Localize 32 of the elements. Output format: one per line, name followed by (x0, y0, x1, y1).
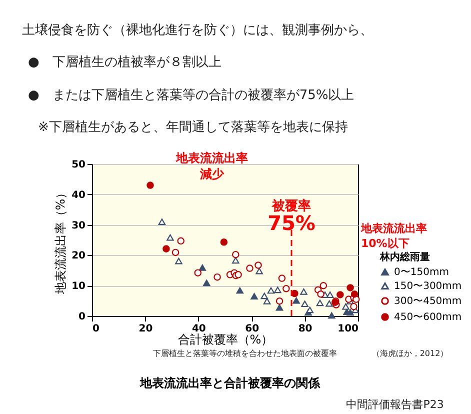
text: 地表流流出率と合計被覆率の関係 (139, 376, 321, 390)
y-tick-label: 0 (78, 312, 86, 322)
annotation: 地表流流出率 (175, 151, 248, 165)
y-axis-title: 地表流流出率（%） (54, 186, 68, 296)
legend-label: 0〜150mm (394, 267, 449, 278)
text: ● 下層植生の植被率が８割以上 (28, 54, 222, 70)
x-axis-title: 合計被覆率（%） (178, 332, 274, 346)
legend-label: 450〜600mm (394, 312, 462, 323)
y-tick-label: 50 (72, 160, 86, 170)
text: 中間評価報告書P23 (346, 398, 444, 411)
x-tick-label: 80 (298, 324, 312, 334)
x-tick-label: 100 (338, 324, 359, 334)
y-tick-label: 40 (72, 190, 86, 201)
ref-line-label: 被覆率 75% (268, 198, 316, 235)
text: ※下層植生があると、年間通して落葉等を地表に保持 (38, 120, 348, 135)
annotation: 減少 (199, 167, 225, 181)
text: ● または下層植生と落葉等の合計の被覆率が75%以上 (28, 87, 354, 103)
legend-label: 150〜300mm (394, 281, 462, 292)
x-tick-label: 60 (245, 324, 260, 334)
text: （海虎ほか，2012） (372, 349, 448, 358)
x-tick-label: 0 (92, 324, 100, 334)
y-tick-label: 30 (72, 220, 86, 232)
text: 下層植生と落葉等の堆積を合わせた地表面の被覆率 (153, 349, 337, 358)
text: 地表流流出率 (360, 222, 427, 235)
x-tick-label: 40 (192, 324, 206, 334)
text: 10%以下 (361, 237, 410, 250)
y-tick-label: 20 (72, 250, 86, 262)
legend-title: 林内総雨量 (379, 251, 430, 263)
legend-label: 300〜450mm (394, 296, 462, 307)
y-tick-label: 10 (72, 281, 86, 292)
x-tick-label: 20 (138, 324, 153, 334)
text: 土壌侵食を防ぐ（裸地化進行を防ぐ）には、観測事例から、 (22, 22, 373, 38)
